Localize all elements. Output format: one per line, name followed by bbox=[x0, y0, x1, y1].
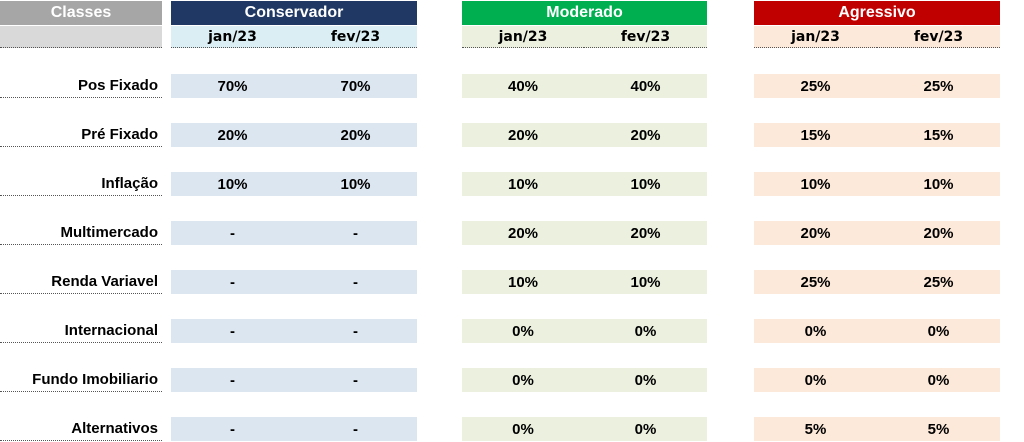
conservador-header: Conservador bbox=[171, 1, 417, 25]
conservador-month-jan: jan/23 bbox=[171, 26, 294, 48]
value-cell-agr-jan: 0% bbox=[754, 368, 877, 392]
value-cell-agr-fev: 20% bbox=[877, 221, 1000, 245]
value-cell-cons-jan: - bbox=[171, 221, 294, 245]
value-cell-mod-jan: 0% bbox=[462, 368, 584, 392]
value-cell-cons-fev: 20% bbox=[294, 123, 417, 147]
value-cell-agr-jan: 0% bbox=[754, 319, 877, 343]
value-cell-cons-fev: - bbox=[294, 319, 417, 343]
value-cell-agr-jan: 15% bbox=[754, 123, 877, 147]
value-cell-cons-jan: - bbox=[171, 368, 294, 392]
agressivo-month-jan: jan/23 bbox=[754, 26, 877, 48]
row-label: Internacional bbox=[0, 319, 162, 343]
row-label: Renda Variavel bbox=[0, 270, 162, 294]
value-cell-mod-fev: 10% bbox=[584, 270, 707, 294]
value-cell-agr-fev: 5% bbox=[877, 417, 1000, 441]
row-label: Fundo Imobiliario bbox=[0, 368, 162, 392]
value-cell-cons-fev: - bbox=[294, 221, 417, 245]
value-cell-mod-jan: 20% bbox=[462, 221, 584, 245]
value-cell-cons-jan: 20% bbox=[171, 123, 294, 147]
value-cell-agr-fev: 10% bbox=[877, 172, 1000, 196]
value-cell-mod-jan: 40% bbox=[462, 74, 584, 98]
moderado-month-fev: fev/23 bbox=[584, 26, 707, 48]
moderado-month-jan: jan/23 bbox=[462, 26, 584, 48]
value-cell-mod-jan: 0% bbox=[462, 417, 584, 441]
agressivo-month-fev: fev/23 bbox=[877, 26, 1000, 48]
value-cell-mod-fev: 20% bbox=[584, 221, 707, 245]
classes-subheader bbox=[0, 26, 162, 48]
value-cell-cons-jan: - bbox=[171, 270, 294, 294]
value-cell-mod-jan: 10% bbox=[462, 172, 584, 196]
value-cell-cons-fev: - bbox=[294, 270, 417, 294]
classes-header: Classes bbox=[0, 1, 162, 25]
value-cell-agr-fev: 25% bbox=[877, 270, 1000, 294]
value-cell-cons-jan: 70% bbox=[171, 74, 294, 98]
value-cell-agr-fev: 15% bbox=[877, 123, 1000, 147]
moderado-header: Moderado bbox=[462, 1, 707, 25]
value-cell-mod-fev: 20% bbox=[584, 123, 707, 147]
row-label: Pré Fixado bbox=[0, 123, 162, 147]
value-cell-mod-jan: 10% bbox=[462, 270, 584, 294]
value-cell-agr-fev: 0% bbox=[877, 319, 1000, 343]
value-cell-mod-fev: 0% bbox=[584, 368, 707, 392]
value-cell-cons-jan: 10% bbox=[171, 172, 294, 196]
value-cell-cons-fev: - bbox=[294, 417, 417, 441]
value-cell-agr-fev: 0% bbox=[877, 368, 1000, 392]
value-cell-mod-fev: 0% bbox=[584, 417, 707, 441]
value-cell-agr-jan: 25% bbox=[754, 74, 877, 98]
value-cell-cons-jan: - bbox=[171, 417, 294, 441]
value-cell-mod-fev: 0% bbox=[584, 319, 707, 343]
row-label: Pos Fixado bbox=[0, 74, 162, 98]
value-cell-mod-jan: 20% bbox=[462, 123, 584, 147]
value-cell-mod-fev: 40% bbox=[584, 74, 707, 98]
value-cell-mod-fev: 10% bbox=[584, 172, 707, 196]
conservador-month-fev: fev/23 bbox=[294, 26, 417, 48]
value-cell-cons-jan: - bbox=[171, 319, 294, 343]
value-cell-agr-jan: 25% bbox=[754, 270, 877, 294]
row-label: Inflação bbox=[0, 172, 162, 196]
row-label: Multimercado bbox=[0, 221, 162, 245]
value-cell-agr-jan: 20% bbox=[754, 221, 877, 245]
row-label: Alternativos bbox=[0, 417, 162, 441]
value-cell-agr-fev: 25% bbox=[877, 74, 1000, 98]
value-cell-cons-fev: - bbox=[294, 368, 417, 392]
value-cell-agr-jan: 10% bbox=[754, 172, 877, 196]
value-cell-mod-jan: 0% bbox=[462, 319, 584, 343]
value-cell-cons-fev: 70% bbox=[294, 74, 417, 98]
value-cell-agr-jan: 5% bbox=[754, 417, 877, 441]
agressivo-header: Agressivo bbox=[754, 1, 1000, 25]
value-cell-cons-fev: 10% bbox=[294, 172, 417, 196]
